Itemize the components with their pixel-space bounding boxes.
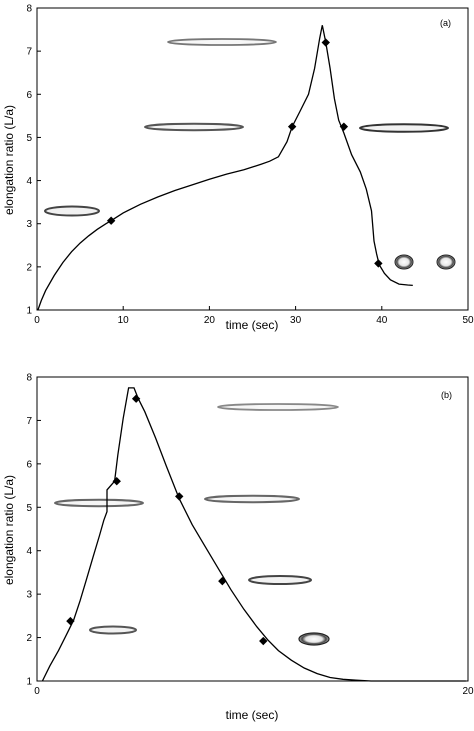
x-tick-label: 0 <box>34 686 40 697</box>
y-tick-label: 8 <box>26 373 32 384</box>
x-tick-label: 20 <box>204 315 216 326</box>
y-tick-label: 2 <box>26 633 32 644</box>
y-tick-label: 5 <box>26 133 32 144</box>
panel-a: 1 2 3 4 5 6 7 8 0 10 20 30 40 50 (a) time (sec) elong… <box>2 4 474 333</box>
droplet-image <box>248 575 312 585</box>
y-tick-label: 4 <box>26 546 32 557</box>
droplet-image <box>44 205 100 217</box>
data-point-marker <box>112 477 121 486</box>
x-tick-label: 50 <box>462 315 474 326</box>
series-line <box>37 25 413 311</box>
y-tick-label: 8 <box>26 4 32 15</box>
y-tick-label: 1 <box>26 306 32 317</box>
x-tick-label: 20 <box>462 686 474 697</box>
y-tick-label: 3 <box>26 590 32 601</box>
y-tick-label: 6 <box>26 459 32 470</box>
panel-a-markers <box>106 38 383 268</box>
y-tick-label: 7 <box>26 416 32 427</box>
panel-b-frame <box>36 376 469 682</box>
data-point-marker <box>131 394 141 403</box>
panel-a-drop-images <box>44 38 456 270</box>
data-point-marker <box>259 636 268 646</box>
y-tick-label: 2 <box>26 262 32 273</box>
panel-b-drop-images <box>54 403 339 646</box>
panel-a-ticks: 1 2 3 4 5 6 7 8 0 10 20 30 40 50 <box>26 4 474 327</box>
panel-b-ticks: 1 2 3 4 5 6 7 8 0 20 <box>26 373 474 698</box>
panel-a-frame <box>36 7 469 311</box>
panel-b-label: (b) <box>441 390 452 400</box>
x-tick-label: 0 <box>34 315 40 326</box>
y-tick-label: 7 <box>26 47 32 58</box>
y-tick-label: 1 <box>26 677 32 688</box>
data-point-marker <box>374 259 383 268</box>
panel-a-y-axis-label: elongation ratio (L/a) <box>2 105 16 215</box>
data-point-marker <box>218 576 227 586</box>
x-tick-label: 40 <box>376 315 388 326</box>
data-point-marker <box>175 492 184 501</box>
droplet-image <box>89 625 137 635</box>
droplet-image <box>298 632 330 646</box>
data-point-marker <box>321 38 330 47</box>
x-tick-label: 10 <box>118 315 130 326</box>
y-tick-label: 6 <box>26 90 32 101</box>
x-tick-label: 30 <box>290 315 302 326</box>
droplet-image <box>436 254 456 270</box>
droplet-image <box>167 38 277 46</box>
data-point-marker <box>66 616 75 626</box>
y-tick-label: 3 <box>26 219 32 230</box>
series-line <box>41 387 466 682</box>
droplet-image <box>359 123 449 133</box>
data-point-marker <box>287 122 297 131</box>
droplet-image <box>217 403 339 411</box>
data-point-marker <box>106 216 116 225</box>
data-point-marker <box>339 122 349 131</box>
panel-a-x-axis-label: time (sec) <box>226 318 279 332</box>
droplet-image <box>54 498 144 508</box>
panel-a-label: (a) <box>440 18 451 28</box>
panel-b-y-axis-label: elongation ratio (L/a) <box>2 475 16 585</box>
panel-b-markers <box>66 394 268 646</box>
panel-b: 1 2 3 4 5 6 7 8 0 20 (b) time (sec) elongation ra… <box>2 373 474 723</box>
panel-b-x-axis-label: time (sec) <box>226 708 279 722</box>
droplet-image <box>394 254 414 270</box>
droplet-image <box>204 494 300 504</box>
droplet-image <box>144 122 244 132</box>
y-tick-label: 4 <box>26 176 32 187</box>
y-tick-label: 5 <box>26 503 32 514</box>
